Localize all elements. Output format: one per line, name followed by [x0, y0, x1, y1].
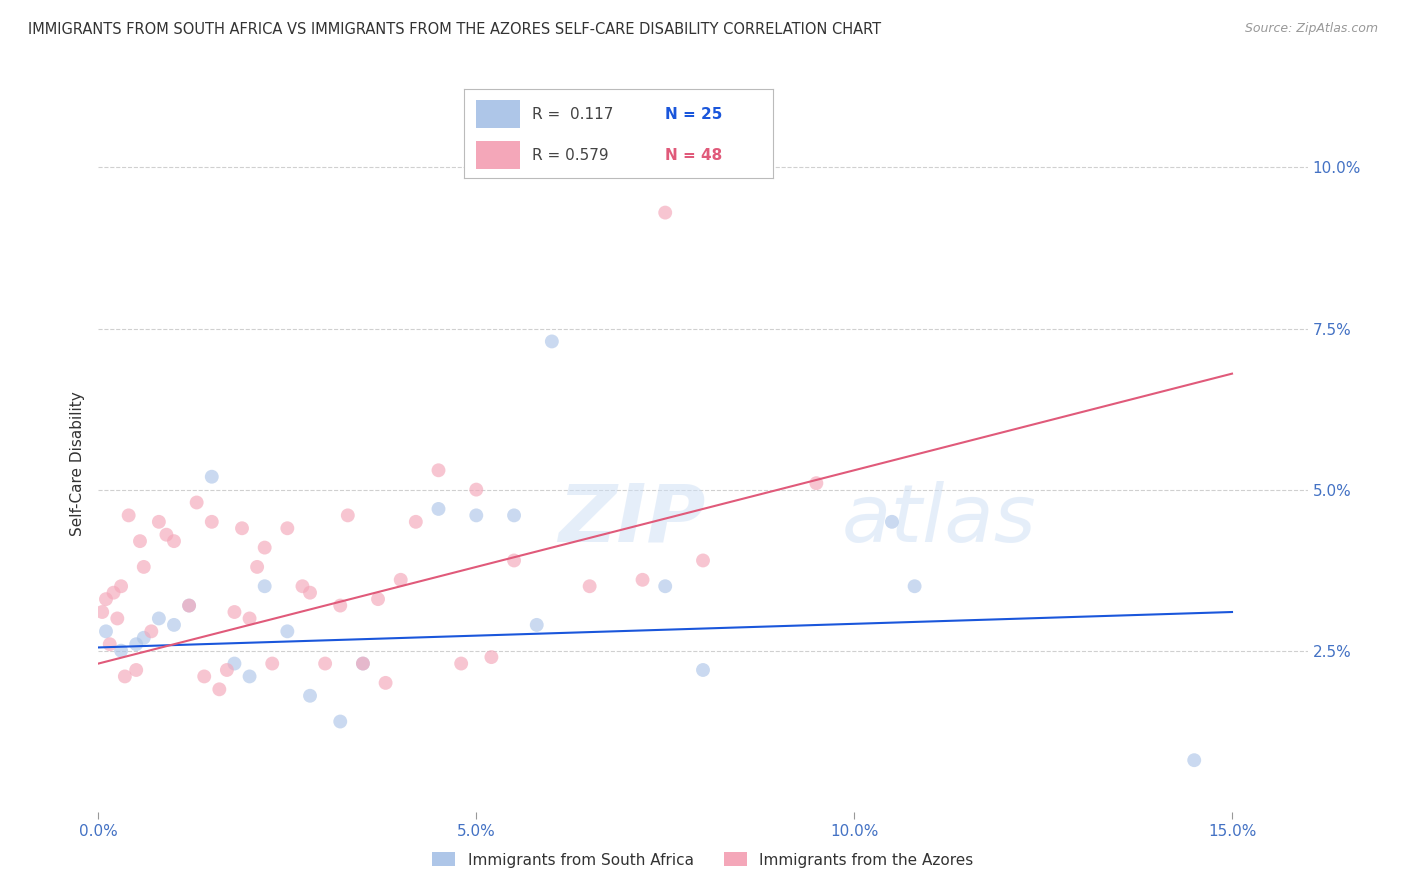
- Point: [114, 669, 136, 683]
- Point: [352, 657, 374, 671]
- Point: [141, 624, 163, 639]
- Point: [526, 618, 548, 632]
- Point: [103, 585, 125, 599]
- Bar: [477, 141, 520, 169]
- Point: [163, 618, 186, 632]
- Point: [299, 585, 322, 599]
- Bar: [477, 100, 520, 128]
- Point: [231, 521, 253, 535]
- Point: [179, 599, 201, 613]
- Point: [253, 541, 276, 555]
- Point: [806, 476, 828, 491]
- Point: [692, 553, 714, 567]
- Point: [148, 515, 170, 529]
- Point: [253, 579, 276, 593]
- Point: [193, 669, 215, 683]
- Point: [132, 560, 155, 574]
- Point: [405, 515, 427, 529]
- Point: [239, 669, 262, 683]
- Point: [291, 579, 314, 593]
- Legend: Immigrants from South Africa, Immigrants from the Azores: Immigrants from South Africa, Immigrants…: [426, 847, 980, 873]
- Point: [329, 599, 352, 613]
- Text: IMMIGRANTS FROM SOUTH AFRICA VS IMMIGRANTS FROM THE AZORES SELF-CARE DISABILITY : IMMIGRANTS FROM SOUTH AFRICA VS IMMIGRAN…: [28, 22, 882, 37]
- Point: [224, 657, 246, 671]
- Point: [352, 657, 374, 671]
- Point: [118, 508, 141, 523]
- Point: [98, 637, 121, 651]
- Point: [503, 508, 526, 523]
- Point: [129, 534, 152, 549]
- Point: [179, 599, 201, 613]
- Point: [481, 650, 503, 665]
- Point: [94, 624, 117, 639]
- Text: ZIP: ZIP: [558, 481, 706, 558]
- Point: [329, 714, 352, 729]
- Point: [465, 483, 488, 497]
- Point: [631, 573, 654, 587]
- Point: [374, 676, 396, 690]
- Point: [208, 682, 231, 697]
- Point: [163, 534, 186, 549]
- Point: [125, 663, 148, 677]
- Text: atlas: atlas: [842, 481, 1036, 558]
- Point: [654, 205, 676, 219]
- Point: [427, 502, 450, 516]
- Point: [367, 592, 389, 607]
- Point: [125, 637, 148, 651]
- Text: N = 25: N = 25: [665, 107, 723, 121]
- Text: N = 48: N = 48: [665, 148, 723, 162]
- Point: [105, 611, 128, 625]
- Point: [91, 605, 114, 619]
- Point: [201, 469, 224, 483]
- Text: R =  0.117: R = 0.117: [531, 107, 613, 121]
- Point: [246, 560, 269, 574]
- Point: [654, 579, 676, 593]
- Point: [427, 463, 450, 477]
- Point: [94, 592, 117, 607]
- Point: [1182, 753, 1205, 767]
- Point: [276, 624, 298, 639]
- Point: [215, 663, 238, 677]
- Y-axis label: Self-Care Disability: Self-Care Disability: [70, 392, 86, 536]
- Point: [450, 657, 472, 671]
- Point: [262, 657, 284, 671]
- Point: [132, 631, 155, 645]
- Point: [336, 508, 359, 523]
- Point: [880, 515, 903, 529]
- Point: [201, 515, 224, 529]
- Point: [239, 611, 262, 625]
- Point: [503, 553, 526, 567]
- Point: [692, 663, 714, 677]
- Point: [110, 579, 132, 593]
- Point: [389, 573, 412, 587]
- Point: [314, 657, 336, 671]
- Point: [465, 508, 488, 523]
- Point: [110, 643, 132, 657]
- Point: [276, 521, 298, 535]
- Point: [224, 605, 246, 619]
- Point: [299, 689, 322, 703]
- Point: [155, 527, 177, 541]
- Point: [578, 579, 600, 593]
- Text: Source: ZipAtlas.com: Source: ZipAtlas.com: [1244, 22, 1378, 36]
- Point: [904, 579, 927, 593]
- Text: R = 0.579: R = 0.579: [531, 148, 609, 162]
- Point: [148, 611, 170, 625]
- Point: [541, 334, 564, 349]
- Point: [186, 495, 208, 509]
